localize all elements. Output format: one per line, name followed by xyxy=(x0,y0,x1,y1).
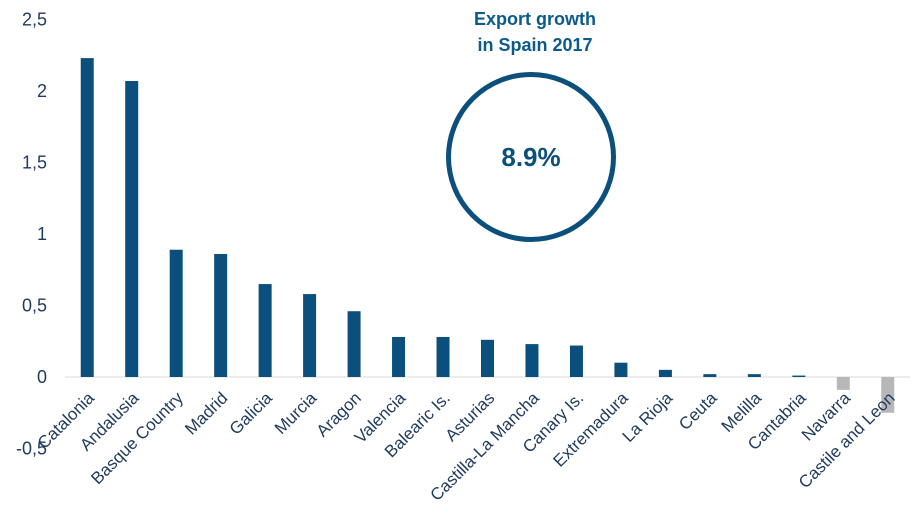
callout-circle xyxy=(446,72,616,242)
bar-cantabria xyxy=(792,375,806,377)
y-tick-label: 0,5 xyxy=(22,296,47,316)
x-tick-label: La Rioja xyxy=(619,388,677,446)
bar-melilla xyxy=(747,374,761,377)
callout-title-line2: in Spain 2017 xyxy=(477,35,593,55)
bar-asturias xyxy=(481,339,494,377)
bar-catalonia xyxy=(80,58,94,378)
bar-basque-country xyxy=(169,249,183,377)
bar-ceuta xyxy=(703,374,717,377)
y-tick-label: 2 xyxy=(37,81,47,101)
x-tick-label: Murcia xyxy=(271,388,321,438)
y-tick-label: 1,5 xyxy=(22,153,47,173)
bar-murcia xyxy=(303,294,317,377)
bar-navarra xyxy=(836,377,850,390)
bar-castile-and-leon xyxy=(881,377,895,413)
bar-aragon xyxy=(347,311,361,377)
bar-canary-is- xyxy=(569,345,583,377)
bar-la-rioja xyxy=(658,369,672,377)
bar-valencia xyxy=(392,336,406,377)
bar-castilla-la-mancha xyxy=(525,344,539,377)
bar-galicia xyxy=(258,284,272,377)
y-tick-label: 0 xyxy=(37,367,47,387)
callout-title-line1: Export growth xyxy=(474,9,596,29)
bar-andalusia xyxy=(125,80,139,378)
bars xyxy=(80,58,895,413)
y-axis: -0,5 0 0,5 1 1,5 2 2,5 xyxy=(16,10,47,459)
callout-value: 8.9% xyxy=(501,141,561,172)
bar-madrid xyxy=(214,254,228,377)
callout-title: Export growth in Spain 2017 xyxy=(420,6,650,58)
x-tick-label: Galicia xyxy=(226,388,277,439)
y-tick-label: 1 xyxy=(37,224,47,244)
bar-extremadura xyxy=(614,362,628,377)
x-tick-label: Madrid xyxy=(181,388,231,438)
bar-balearic-is- xyxy=(436,336,450,377)
y-tick-label: -0,5 xyxy=(16,439,47,459)
y-tick-label: 2,5 xyxy=(22,10,47,30)
x-tick-label: Ceuta xyxy=(675,388,721,434)
